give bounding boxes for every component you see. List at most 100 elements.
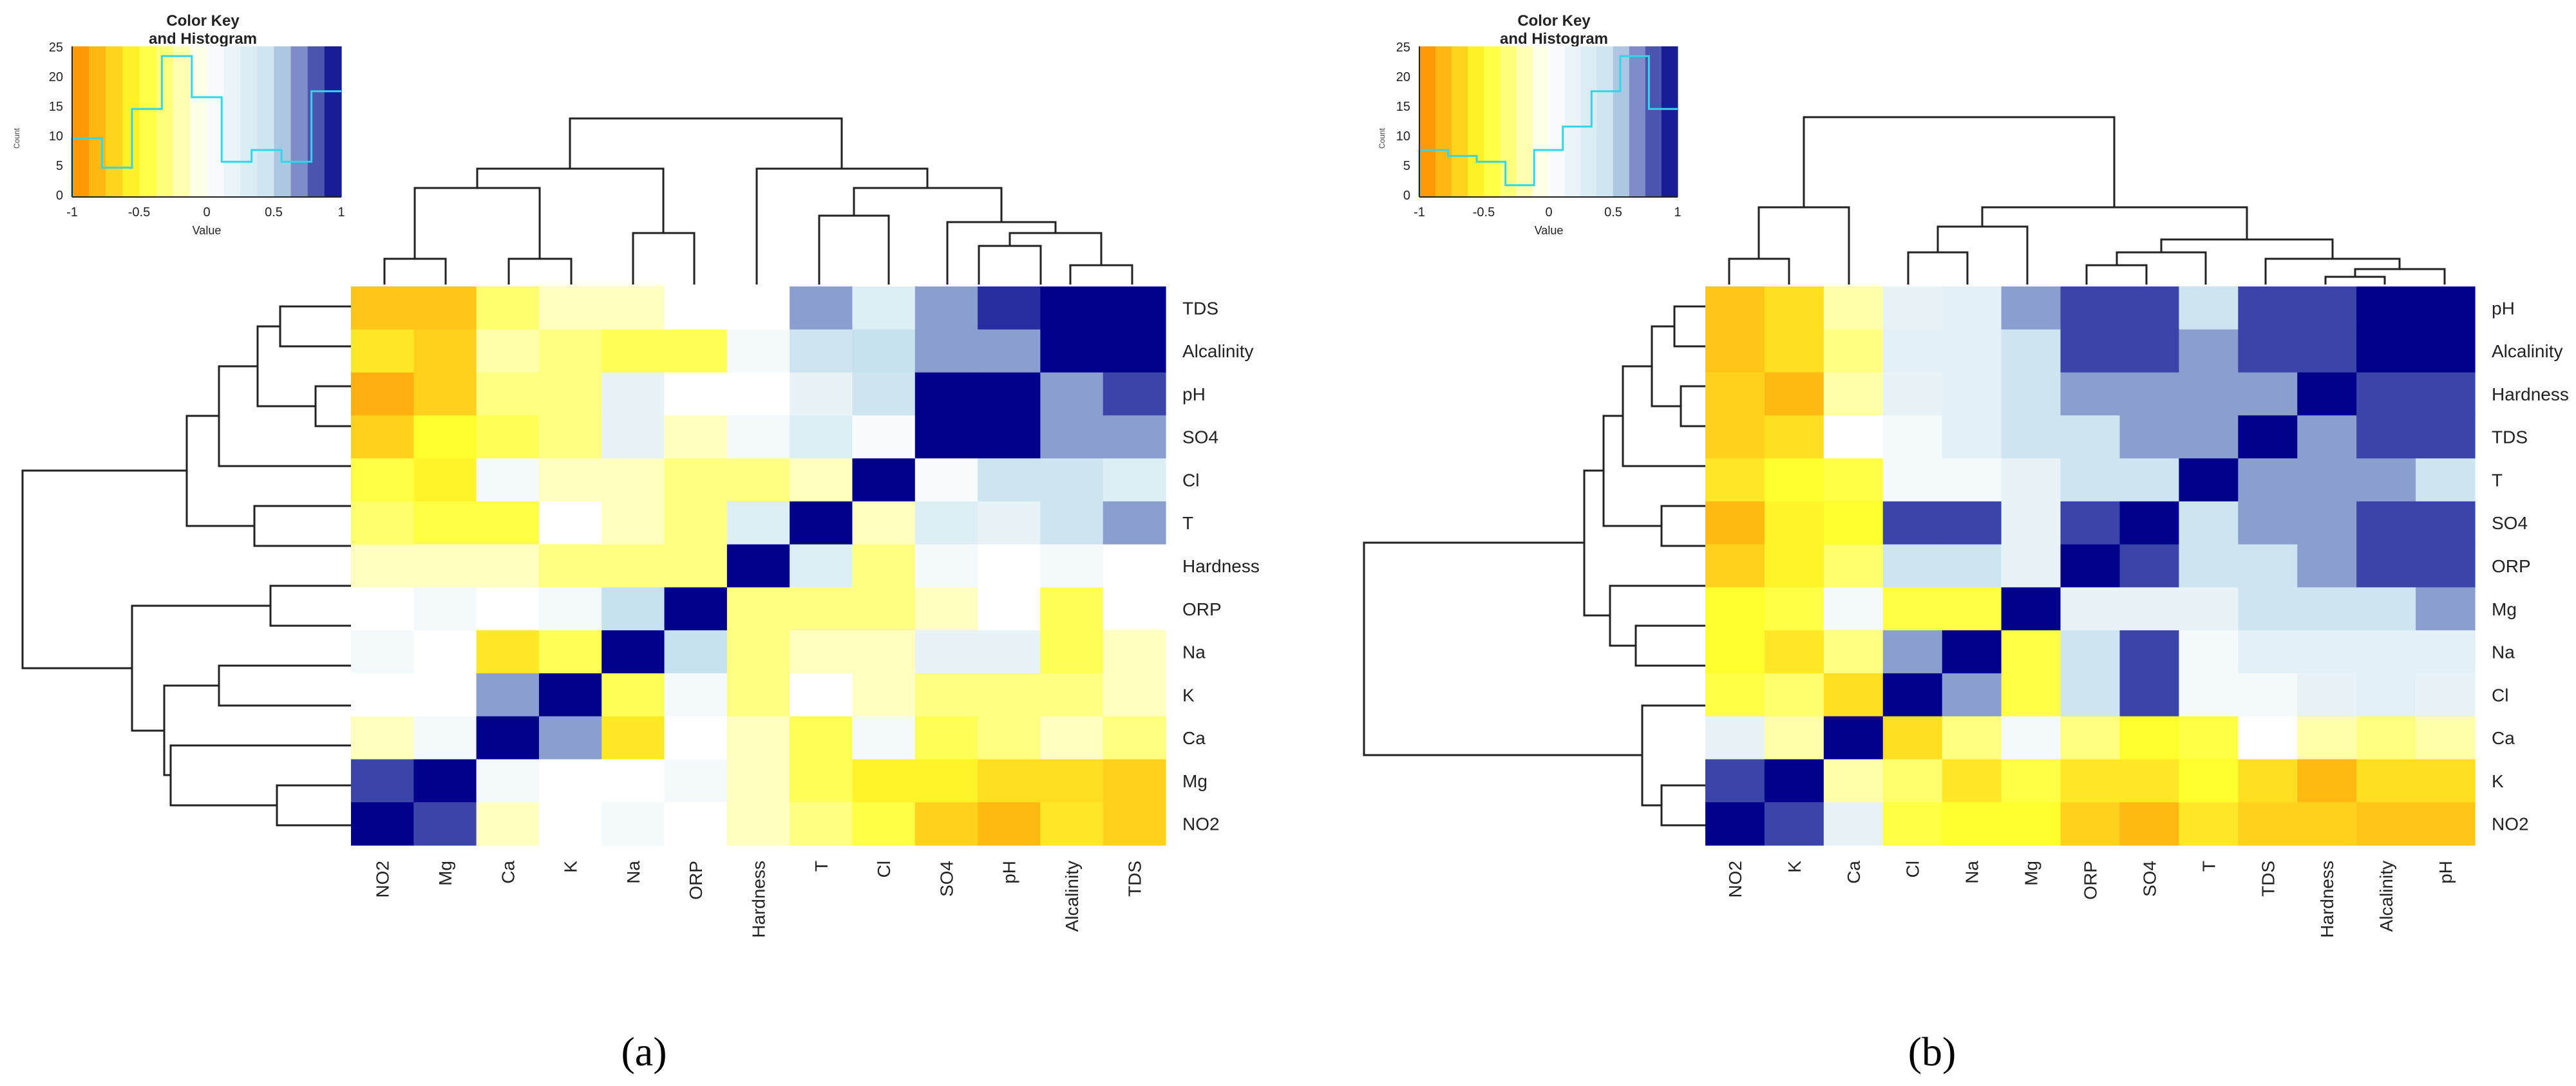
heatmap-cell-Na-Mg	[2001, 630, 2061, 674]
heatmap-cell-Alcalinity-NO2	[351, 329, 414, 373]
heatmap-cell-pH-Hardness	[2297, 286, 2357, 330]
col-label-Cl: Cl	[1903, 861, 1923, 877]
col-label-Hardness: Hardness	[2317, 861, 2337, 938]
heatmap-cell-TDS-Mg	[2001, 415, 2061, 459]
row-dendrogram-a	[21, 305, 351, 827]
key-gradient-swatch	[1532, 46, 1549, 197]
heatmap-cell-NO2-SO4	[2119, 802, 2179, 846]
heatmap-cell-Cl-Alcalinity	[1040, 458, 1104, 502]
heatmap-cell-K-SO4	[914, 673, 978, 717]
heatmap-cell-Ca-Mg	[413, 716, 477, 760]
heatmap-cell-Hardness-K	[538, 544, 602, 588]
heatmap-cell-SO4-Ca	[476, 415, 540, 459]
heatmap-cell-Cl-Cl	[1882, 673, 1943, 717]
heatmap-cell-Cl-Mg	[2001, 673, 2061, 717]
heatmap-cell-Cl-Alcalinity	[2356, 673, 2416, 717]
heatmap-cell-K-ORP	[2060, 759, 2121, 803]
heatmap-cell-Cl-SO4	[2119, 673, 2179, 717]
heatmap-cell-Alcalinity-Na	[601, 329, 665, 373]
heatmap-cell-ORP-T	[790, 587, 853, 631]
heatmap-cell-T-ORP	[2060, 458, 2121, 502]
heatmap-cell-pH-NO2	[1705, 286, 1765, 330]
heatmap-cell-TDS-Hardness	[726, 286, 790, 330]
heatmap-cell-Na-TDS	[2238, 630, 2298, 674]
color-key-x-ticks-b: -1 -0.5 0 0.5 1	[1414, 205, 1681, 220]
heatmap-cell-pH-Hardness	[726, 372, 790, 416]
heatmap-cell-NO2-Ca	[1823, 802, 1884, 846]
heatmap-cell-Na-Cl	[852, 630, 916, 674]
heatmap-cell-SO4-Ca	[1823, 501, 1884, 545]
row-label-TDS: TDS	[2492, 427, 2528, 447]
heatmap-cell-ORP-Hardness	[2297, 544, 2357, 588]
heatmap-cell-K-Mg	[2001, 759, 2061, 803]
color-key-histogram-b	[1418, 55, 1678, 197]
heatmap-cell-Mg-ORP	[664, 759, 728, 803]
color-key-b: Color Key and Histogram 0 5 10 15 20 25 …	[1378, 12, 1681, 237]
heatmap-cell-Ca-Cl	[1882, 716, 1943, 760]
heatmap-cell-TDS-K	[1764, 415, 1824, 459]
heatmap-cell-NO2-SO4	[914, 802, 978, 846]
heatmap-cell-Ca-TDS	[1103, 716, 1166, 760]
heatmap-grid-b	[1705, 286, 2476, 846]
key-gradient-swatch	[89, 46, 106, 197]
key-gradient-swatch	[189, 46, 207, 197]
heatmap-cell-pH-Ca	[1823, 286, 1884, 330]
heatmap-cell-SO4-Cl	[1882, 501, 1943, 545]
heatmap-cell-SO4-K	[1764, 501, 1824, 545]
heatmap-cell-ORP-NO2	[351, 587, 414, 631]
heatmap-cell-TDS-Na	[601, 286, 665, 330]
heatmap-cell-NO2-Cl	[1882, 802, 1943, 846]
heatmap-cell-K-Cl	[852, 673, 916, 717]
key-gradient-swatch	[1516, 46, 1533, 197]
heatmap-cell-ORP-Mg	[2001, 544, 2061, 588]
heatmap-cell-pH-T	[2179, 286, 2239, 330]
heatmap-cell-Hardness-NO2	[351, 544, 414, 588]
heatmap-cell-SO4-TDS	[1103, 415, 1166, 459]
heatmap-cell-TDS-Cl	[852, 286, 916, 330]
key-x-tick: 0	[203, 205, 210, 220]
heatmap-cell-Mg-Hardness	[726, 759, 790, 803]
heatmap-cell-Hardness-Ca	[1823, 372, 1884, 416]
heatmap-cell-Mg-Mg	[2001, 587, 2061, 631]
color-key-y-ticks-a: 0 5 10 15 20 25	[49, 41, 63, 203]
key-gradient-swatch	[1468, 46, 1484, 197]
col-label-ORP: ORP	[686, 861, 706, 900]
heatmap-cell-Na-Cl	[1882, 630, 1943, 674]
col-label-T: T	[811, 861, 831, 872]
heatmap-cell-T-K	[1764, 458, 1824, 502]
key-gradient-swatch	[1645, 46, 1662, 197]
heatmap-cell-NO2-Cl	[852, 802, 916, 846]
heatmap-cell-ORP-Cl	[852, 587, 916, 631]
key-gradient-swatch	[106, 46, 123, 197]
key-y-tick: 5	[56, 159, 63, 173]
key-gradient-swatch	[307, 46, 325, 197]
heatmap-cell-K-TDS	[2238, 759, 2298, 803]
row-label-TDS: TDS	[1182, 298, 1218, 318]
color-key-gradient-a	[72, 46, 342, 197]
heatmap-cell-NO2-Hardness	[2297, 802, 2357, 846]
heatmap-cell-ORP-TDS	[1103, 587, 1166, 631]
panel-label-b: (b)	[1908, 1029, 1956, 1074]
heatmap-cell-Ca-Na	[1942, 716, 2002, 760]
heatmap-cell-pH-Cl	[1882, 286, 1943, 330]
heatmap-cell-pH-Na	[1942, 286, 2002, 330]
col-label-Hardness: Hardness	[749, 861, 769, 938]
heatmap-cell-TDS-T	[2179, 415, 2239, 459]
heatmap-cell-K-Na	[1942, 759, 2002, 803]
heatmap-cell-NO2-pH	[2416, 802, 2476, 846]
row-labels-a: TDS Alcalinity pH SO4 Cl T Hardness ORP Na K Ca Mg N…	[1182, 298, 1260, 834]
col-label-pH: pH	[999, 861, 1019, 884]
col-label-pH: pH	[2436, 861, 2456, 884]
key-y-tick: 10	[49, 129, 63, 144]
heatmap-cell-Ca-SO4	[914, 716, 978, 760]
row-label-Cl: Cl	[1182, 470, 1199, 490]
heatmap-cell-T-Mg	[413, 501, 477, 545]
heatmap-cell-TDS-T	[790, 286, 853, 330]
heatmap-cell-SO4-Alcalinity	[2356, 501, 2416, 545]
heatmap-cell-K-Mg	[413, 673, 477, 717]
heatmap-cell-Alcalinity-pH	[978, 329, 1041, 373]
heatmap-cell-Alcalinity-Mg	[2001, 329, 2061, 373]
row-dendrogram-b	[1363, 305, 1705, 827]
heatmap-cell-pH-Ca	[476, 372, 540, 416]
heatmap-cell-ORP-ORP	[664, 587, 728, 631]
